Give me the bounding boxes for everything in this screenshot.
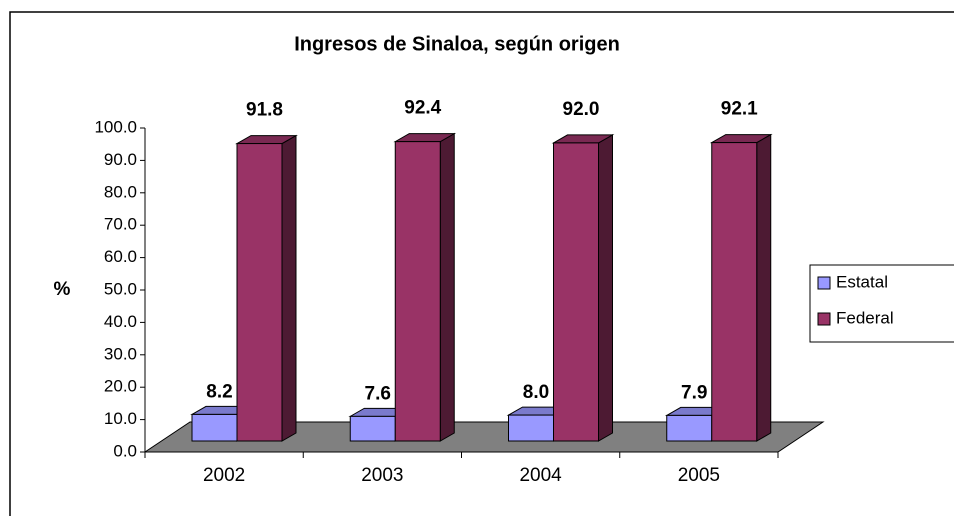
legend-label: Estatal [836,272,888,291]
legend-swatch [817,312,831,326]
y-tick-label: 80.0 [104,182,137,201]
x-tick-label: 2003 [361,465,403,486]
y-tick-label: 50.0 [104,279,137,298]
value-label: 8.2 [206,381,232,402]
y-tick-label: 30.0 [104,344,137,363]
value-label: 92.1 [721,99,758,120]
value-label: 92.4 [404,98,441,119]
x-tick-label: 2004 [519,465,562,486]
y-tick-label: 0.0 [113,441,137,460]
value-label: 8.0 [523,382,549,403]
x-tick-label: 2002 [203,465,245,486]
bar-side [598,134,613,442]
y-axis-label: % [54,279,71,300]
y-tick-label: 100.0 [94,117,137,136]
bar [236,143,283,442]
bar [711,142,758,442]
bar [394,141,441,442]
legend-swatch [817,276,831,290]
y-tick-label: 20.0 [104,377,137,396]
bar [553,142,599,442]
x-tick-label: 2005 [678,465,720,486]
y-tick-label: 10.0 [104,409,137,428]
bar [191,413,238,442]
y-tick-label: 70.0 [104,215,137,234]
y-tick-label: 60.0 [104,247,137,266]
legend [809,264,954,343]
bar [666,414,713,442]
value-label: 7.6 [365,383,391,404]
bar-side [439,132,455,442]
y-tick-label: 40.0 [104,312,137,331]
value-label: 91.8 [246,100,283,121]
value-label: 92.0 [563,99,600,120]
bar [508,414,554,442]
chart-title: Ingresos de Sinaloa, según origen [294,33,620,55]
y-tick-label: 90.0 [104,150,137,169]
value-label: 7.9 [681,382,707,403]
bar-side [281,134,297,442]
bar [349,415,396,442]
legend-label: Federal [836,308,894,327]
bar-side [756,133,772,442]
